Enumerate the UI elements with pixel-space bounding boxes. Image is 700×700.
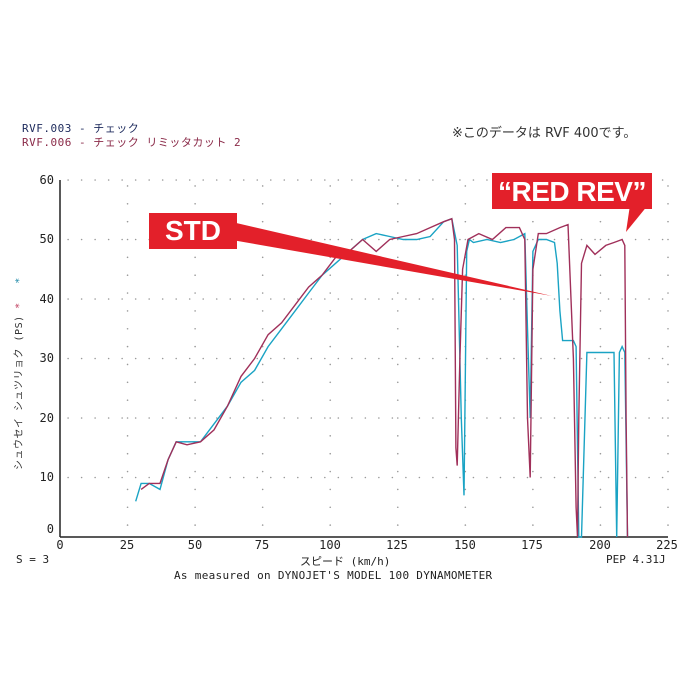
x-tick: 175 (521, 538, 543, 552)
x-tick: 200 (589, 538, 611, 552)
y-tick: 30 (39, 351, 54, 365)
smoothing-label: S = 3 (16, 553, 50, 566)
legend-item-red-rev: RVF.006 - チェック リミッタカット 2 (22, 136, 242, 149)
y-tick: 60 (39, 173, 54, 187)
std-callout: STD (149, 213, 237, 249)
y-tick: 20 (39, 411, 54, 425)
legend: RVF.003 - チェック RVF.006 - チェック リミッタカット 2 (22, 122, 241, 150)
x-axis-label: スピード (km/h) (300, 555, 391, 568)
legend-item-std: RVF.003 - チェック (22, 122, 140, 135)
y-tick: 10 (39, 470, 54, 484)
x-tick: 75 (254, 538, 270, 552)
red-rev-callout-pointer (626, 205, 648, 232)
x-tick: 25 (119, 538, 135, 552)
dyno-caption: As measured on DYNOJET'S MODEL 100 DYNAM… (174, 569, 493, 582)
series-std-line (135, 217, 629, 538)
data-note: ※このデータは RVF 400です。 (452, 126, 637, 141)
x-tick: 150 (454, 538, 476, 552)
std-callout-pointer (232, 222, 552, 296)
x-tick: 225 (656, 538, 678, 552)
series-red-rev-line (140, 217, 629, 538)
x-tick: 50 (187, 538, 203, 552)
x-tick: 0 (56, 538, 64, 552)
y-tick: 50 (39, 232, 54, 246)
x-tick: 125 (386, 538, 408, 552)
y-tick: 40 (39, 292, 54, 306)
x-tick: 100 (319, 538, 341, 552)
software-version: PEP 4.31J (606, 553, 666, 566)
red-rev-callout: “RED REV” (492, 173, 652, 209)
y-tick: 0 (46, 522, 54, 536)
